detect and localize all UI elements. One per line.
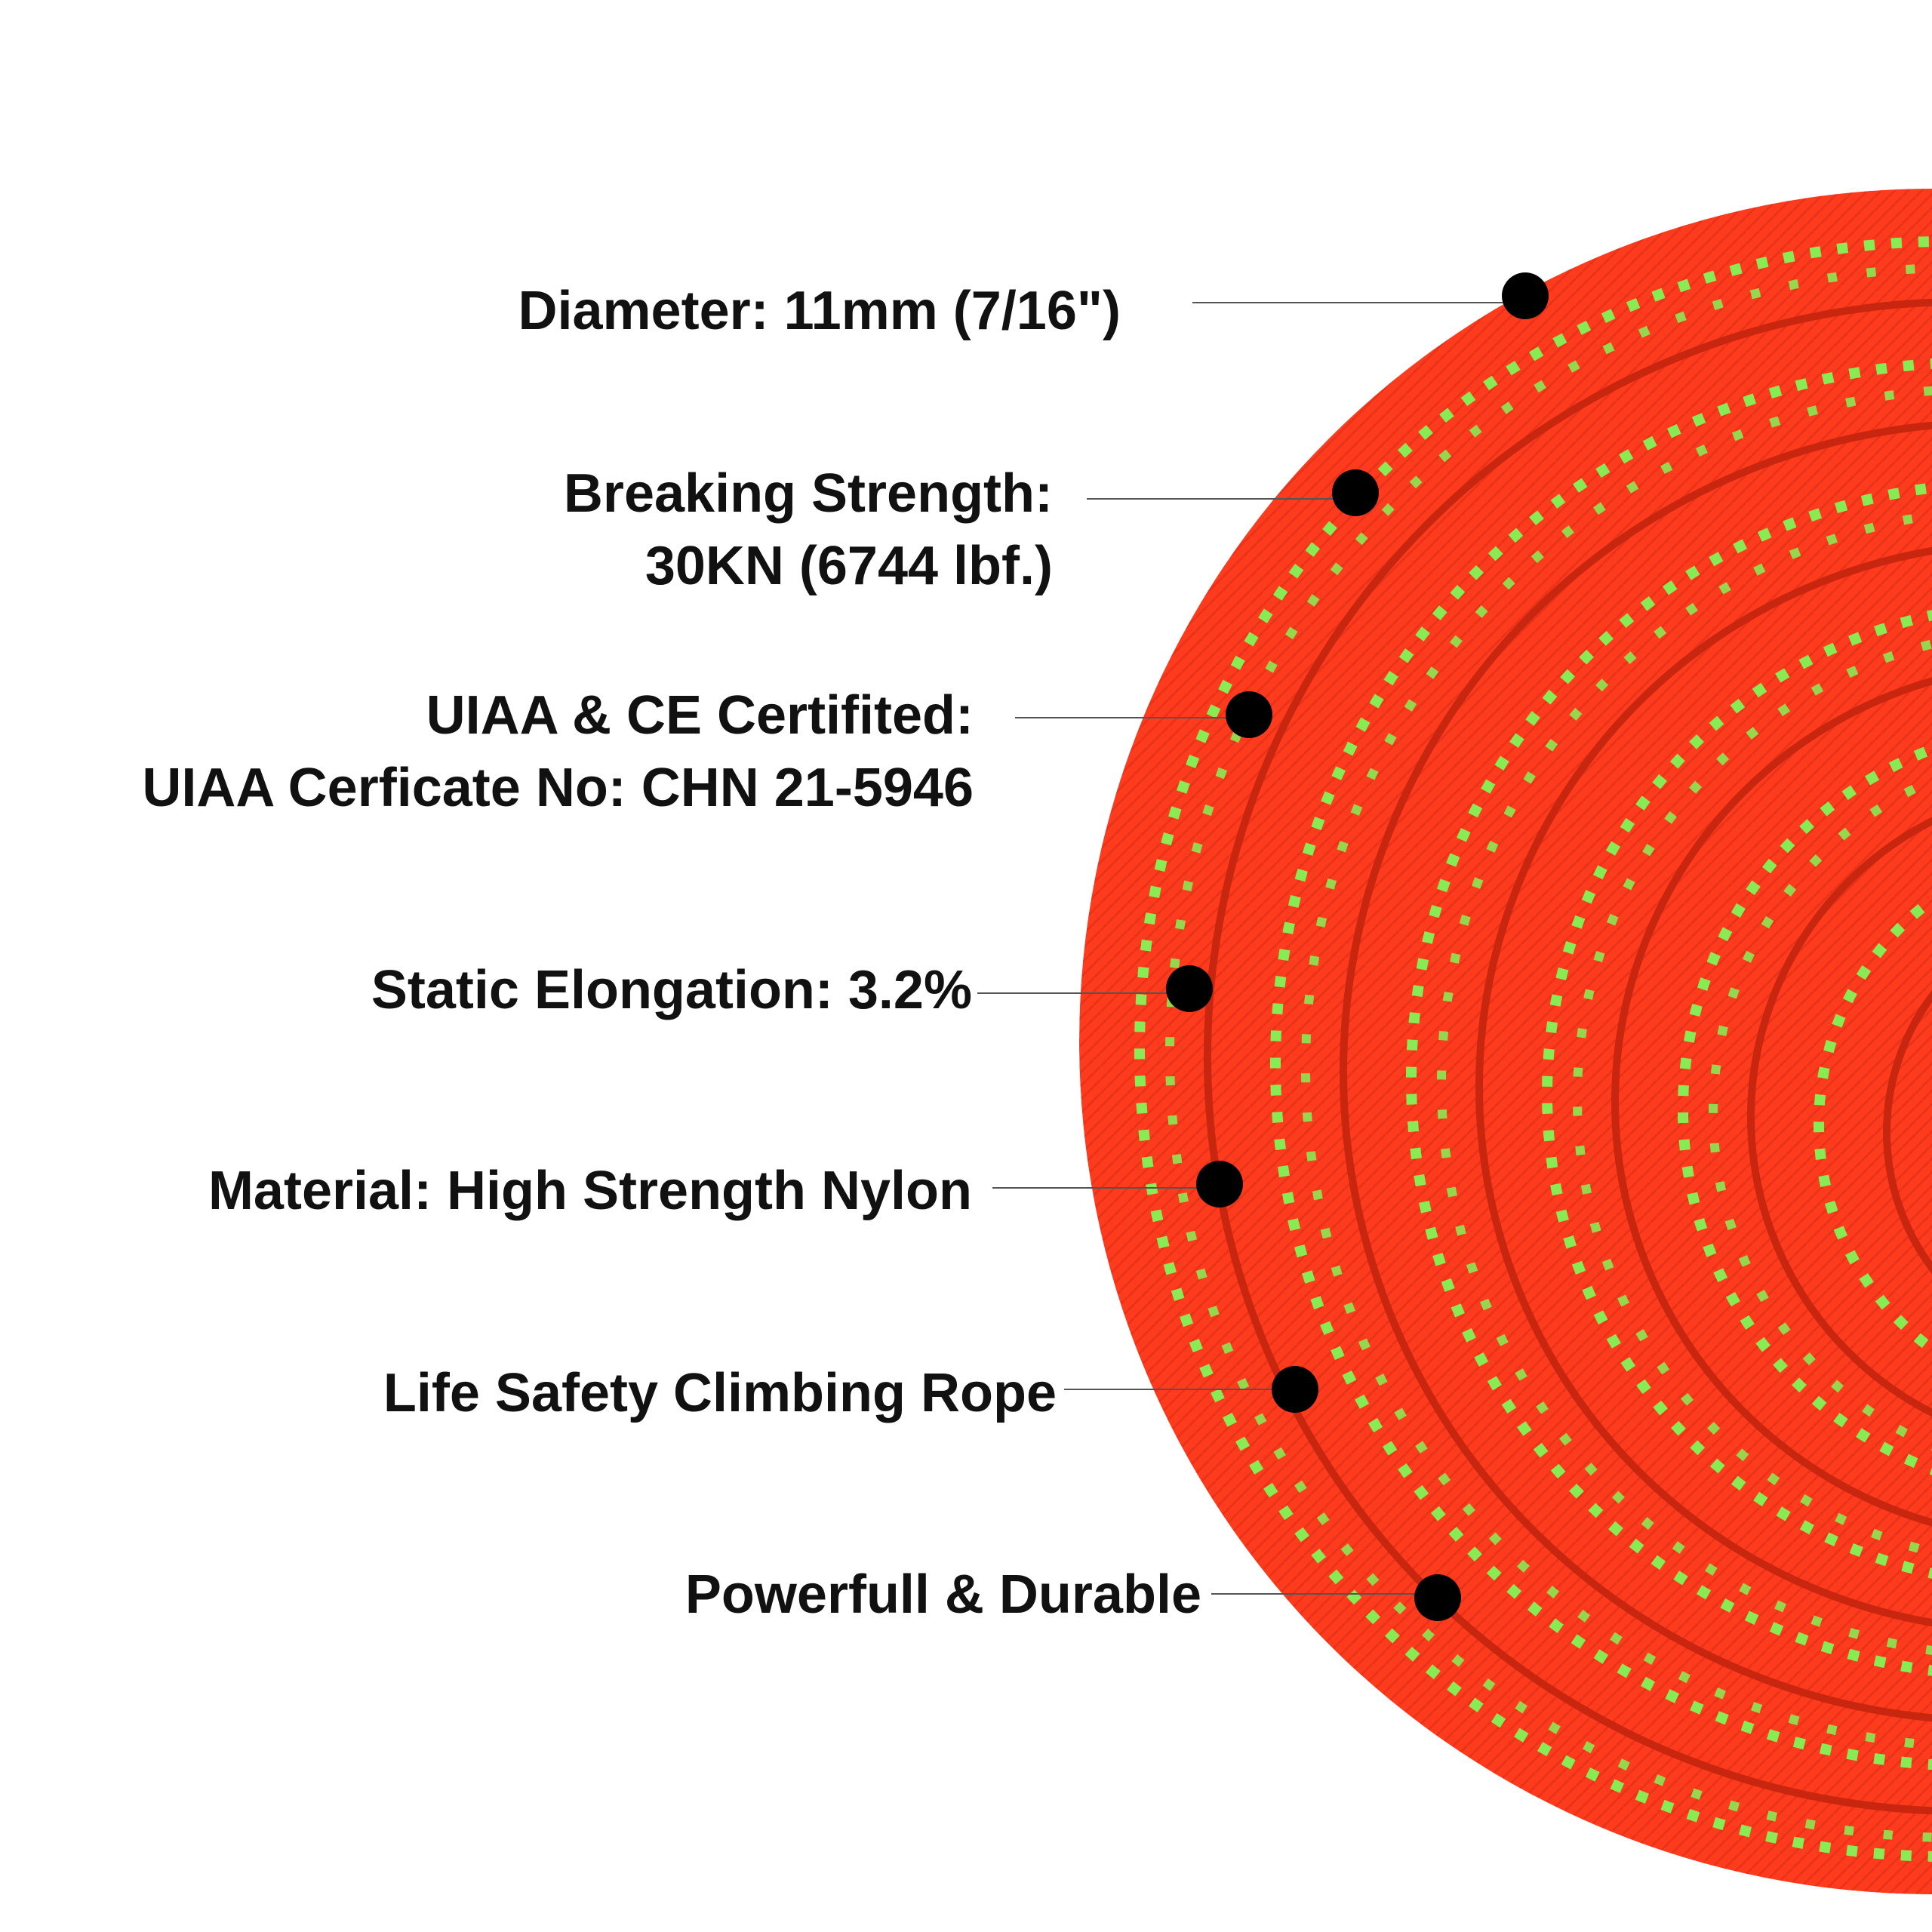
callout-dot-life-safety — [1272, 1366, 1318, 1413]
callout-breaking-strength-line-1: Breaking Strength: — [563, 463, 1053, 524]
callout-static-elongation-line-1: Static Elongation: 3.2% — [371, 960, 972, 1020]
callout-life-safety: Life Safety Climbing Rope — [383, 1357, 1057, 1429]
leader-line-breaking-strength — [1087, 498, 1351, 500]
callout-dot-certification — [1226, 691, 1272, 738]
callout-dot-breaking-strength — [1332, 469, 1379, 516]
leader-line-diameter — [1192, 302, 1524, 303]
callout-durability: Powerfull & Durable — [685, 1558, 1201, 1631]
callout-material: Material: High Strength Nylon — [208, 1155, 972, 1227]
leader-line-certification — [1015, 717, 1249, 718]
callout-life-safety-line-1: Life Safety Climbing Rope — [383, 1363, 1057, 1423]
callout-diameter: Diameter: 11mm (7/16") — [518, 275, 1121, 347]
callout-static-elongation: Static Elongation: 3.2% — [371, 954, 972, 1026]
callout-diameter-line-1: Diameter: 11mm (7/16") — [518, 281, 1121, 341]
callout-certification-line-2: UIAA Cerficate No: CHN 21-5946 — [142, 758, 974, 818]
callout-dot-durability — [1414, 1574, 1461, 1621]
callout-dot-diameter — [1502, 272, 1549, 319]
callout-dot-static-elongation — [1166, 965, 1213, 1012]
leader-line-material — [992, 1187, 1219, 1189]
callout-certification: UIAA & CE Certifited: UIAA Cerficate No:… — [142, 679, 974, 824]
leader-line-durability — [1211, 1593, 1438, 1595]
leader-line-static-elongation — [977, 992, 1189, 994]
leader-line-life-safety — [1064, 1389, 1294, 1390]
callout-breaking-strength: Breaking Strength: 30KN (6744 lbf.) — [564, 457, 1053, 602]
callout-durability-line-1: Powerfull & Durable — [685, 1564, 1201, 1625]
callout-certification-line-1: UIAA & CE Certifited: — [426, 685, 974, 746]
callout-material-line-1: Material: High Strength Nylon — [208, 1161, 972, 1221]
callout-breaking-strength-line-2: 30KN (6744 lbf.) — [645, 536, 1053, 596]
callout-dot-material — [1196, 1161, 1243, 1208]
